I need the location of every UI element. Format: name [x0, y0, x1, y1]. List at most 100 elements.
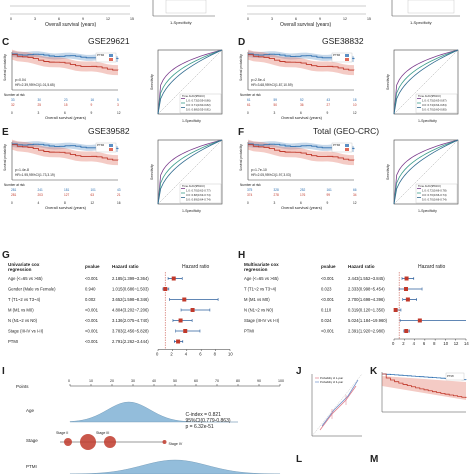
- km-legend-title: PTMI: [97, 143, 104, 147]
- forest-point: [183, 329, 188, 333]
- forest-row-hr: 3.652(1.598~8.346): [112, 297, 149, 302]
- forest-plot-title: Hazard ratio: [182, 264, 209, 270]
- roc-xlabel: 1-Specificity: [182, 119, 201, 123]
- forest-point: [404, 276, 409, 281]
- km-risk-value: 25: [38, 103, 42, 107]
- nomo-stage-iv: Stage IV: [169, 442, 183, 446]
- km-x-tick: 12: [353, 201, 357, 205]
- km-risk-value: 36: [300, 103, 304, 107]
- km-x-tick: 12: [353, 111, 357, 115]
- nomo-stage-label: Stage: [26, 438, 38, 443]
- km-xlabel: Overall survival (years): [45, 115, 87, 120]
- forest-heading: Univariate cox: [8, 262, 40, 267]
- km-x-tick: 6: [300, 201, 302, 205]
- km-risk-value: 99: [327, 193, 331, 197]
- top-left-spec: 1-Specificity: [170, 20, 192, 25]
- nomo-tick-label: 90: [257, 379, 261, 383]
- nomo-tick-label: 30: [131, 379, 135, 383]
- roc-legend-entry: Time AUC(95%CI): [182, 94, 205, 98]
- forest-heading: Multivariate cox: [244, 262, 279, 267]
- forest-row-p: <0.001: [85, 329, 99, 334]
- km-legend-low-swatch: [109, 54, 113, 57]
- panel-j-label: J: [296, 366, 302, 377]
- nomo-tick-label: 70: [215, 379, 219, 383]
- nomo-stage-dot: [64, 438, 72, 446]
- km-risk-label: Number at risk: [4, 183, 25, 187]
- roc-legend-entry: 5.0: 0.70(0.60-0.80): [422, 108, 447, 112]
- roc-legend-entry: 5.0: 0.68(0.55-0.81): [186, 108, 211, 112]
- panel-label: E: [2, 127, 9, 138]
- roc-legend: [179, 93, 222, 114]
- roc-diagonal: [393, 139, 459, 205]
- km-legend-title: PTMI: [333, 53, 340, 57]
- forest-row-name: PTMI: [244, 329, 254, 334]
- km-x-tick: 12: [117, 111, 121, 115]
- km-high-curve: [248, 54, 355, 71]
- km-high-curve: [248, 144, 355, 161]
- km-risk-value: 15: [64, 103, 68, 107]
- km-risk-value: 50: [274, 103, 278, 107]
- forest-col-pvalue: pvalue: [85, 264, 100, 269]
- forest-row-hr: 2.443(1.552~3.845): [348, 276, 385, 281]
- km-ylabel: Survival probability: [239, 54, 243, 81]
- km-risk-value: 27: [327, 103, 331, 107]
- forest-row-name: Stage (III-IV vs I-II): [244, 318, 280, 323]
- roc-curve: [157, 49, 223, 115]
- roc-legend-entry: 3.0: 0.68(0.63-0.74): [186, 193, 211, 197]
- roc-diagonal: [157, 49, 223, 115]
- forest-tick-label: 6: [199, 352, 202, 357]
- forest-row-hr: 1.015(0.686~1.503): [112, 287, 149, 292]
- km-pvalue: p=2.5e-4: [251, 78, 265, 82]
- nomo-tick-label: 60: [194, 379, 198, 383]
- km-risk-value: 9: [91, 103, 93, 107]
- km-risk-value: 16: [91, 98, 95, 102]
- forest-plot-title: Hazard ratio: [418, 264, 445, 270]
- forest-point: [176, 339, 181, 344]
- top-left-tick: 15: [130, 17, 134, 21]
- km-risk-value: 374: [247, 193, 253, 197]
- km-x-tick: 0: [11, 111, 13, 115]
- km-risk-value: 33: [11, 98, 15, 102]
- roc-curve: [393, 139, 459, 205]
- km-risk-label: Number at risk: [4, 93, 25, 97]
- km-legend-high-swatch: [109, 148, 113, 151]
- roc-ylabel: Sensitivity: [386, 164, 390, 180]
- top-right-tick: 9: [319, 17, 321, 21]
- roc-legend-entry: 1.0: 0.70(0.62-0.77): [186, 189, 211, 193]
- km-risk-value: 32: [11, 103, 15, 107]
- km-risk-value: 161: [327, 188, 333, 192]
- forest-row-p: <0.001: [85, 308, 99, 313]
- km-risk-value: 34: [353, 193, 357, 197]
- km-legend-high-swatch: [345, 58, 349, 61]
- nomo-points-label: Points: [16, 384, 29, 389]
- km-xlabel: Overall survival (years): [45, 205, 87, 210]
- km-risk-value: 281: [11, 193, 17, 197]
- roc-legend-entry: Time AUC(95%CI): [182, 184, 205, 188]
- calib-legend-1y: Probability of 1-year: [320, 376, 343, 380]
- forest-point: [417, 318, 422, 323]
- km-risk-value: 21: [117, 193, 121, 197]
- km-risk-value: 252: [300, 188, 306, 192]
- nomo-stage-dot: [80, 434, 96, 450]
- panel-label: I: [2, 366, 5, 377]
- forest-row-p: <0.001: [321, 329, 335, 334]
- forest-row-hr: 4.804(3.202~7.206): [112, 308, 149, 313]
- forest-row-hr: 2.700(1.698~4.396): [348, 297, 385, 302]
- nomo-stage-dot: [104, 436, 116, 448]
- nomo-age-label: Age: [26, 408, 35, 413]
- forest-tick-label: 14: [464, 341, 469, 346]
- km-x-tick: 6: [64, 111, 66, 115]
- panel-title: GSE29621: [88, 36, 130, 46]
- forest-row-p: 0.024: [321, 318, 332, 323]
- forest-point: [182, 297, 187, 302]
- k-high-curve: [382, 373, 467, 398]
- forest-row-p: <0.001: [85, 339, 99, 344]
- km-risk-value: 281: [11, 188, 17, 192]
- km-risk-value: 278: [274, 193, 280, 197]
- forest-row-name: Gender (Male vs Female): [8, 287, 56, 292]
- forest-tick-label: 0: [392, 341, 395, 346]
- km-risk-value: 23: [64, 98, 68, 102]
- calib-legend-3y: Probability of 3-year: [320, 380, 343, 384]
- roc-curve: [157, 139, 223, 205]
- roc-diagonal: [157, 139, 223, 205]
